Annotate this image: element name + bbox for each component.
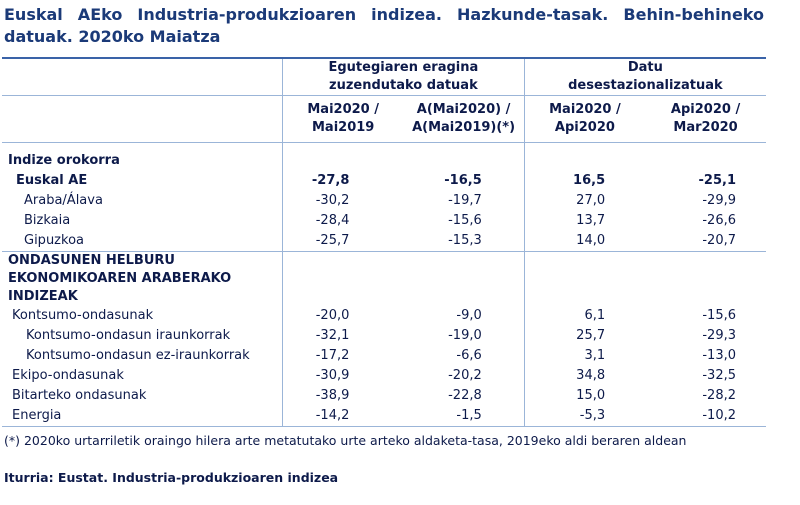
value-cell: -32,5 — [702, 368, 736, 383]
table-row: Energia -14,2 -1,5 -5,3 -10,2 — [2, 406, 766, 427]
value-cell: -26,6 — [702, 213, 736, 228]
value-cell: -10,2 — [702, 408, 736, 423]
value-cell: -1,5 — [456, 408, 482, 423]
value-cell: -30,9 — [282, 366, 404, 386]
row-label: Energia — [12, 408, 62, 423]
value-cell: -15,6 — [448, 213, 482, 228]
value-cell: 27,0 — [523, 191, 646, 211]
value-cell: 34,8 — [523, 366, 646, 386]
value-cell: 6,1 — [523, 306, 646, 326]
header-blank — [2, 58, 283, 96]
row-label: Kontsumo-ondasunak — [12, 308, 154, 323]
value-cell — [523, 142, 646, 171]
value-cell: -29,9 — [702, 193, 736, 208]
value-cell: -29,3 — [702, 328, 736, 343]
value-cell: 3,1 — [523, 346, 646, 366]
source: Iturria: Eustat. Industria-produkzioaren… — [4, 470, 339, 485]
row-label: Araba/Álava — [24, 193, 103, 208]
table-row: Indize orokorra — [2, 142, 766, 172]
table-row: Kontsumo-ondasunak -20,0 -9,0 6,1 -15,6 — [2, 306, 766, 326]
value-cell: 14,0 — [523, 231, 646, 252]
row-label: Gipuzkoa — [24, 233, 84, 248]
table-row: Ekipo-ondasunak -30,9 -20,2 34,8 -32,5 — [2, 366, 766, 386]
table-row: Bitarteko ondasunak -38,9 -22,8 15,0 -28,2 — [2, 386, 766, 406]
value-cell — [645, 251, 766, 306]
value-cell: -30,2 — [282, 191, 404, 211]
group-header: Datu desestazionalizatuak — [523, 58, 766, 96]
value-cell: -5,3 — [523, 406, 646, 427]
value-cell: -14,2 — [282, 406, 404, 427]
table-row: ONDASUNEN HELBURU EKONOMIKOAREN ARABERAK… — [2, 251, 766, 306]
value-cell: 13,7 — [523, 211, 646, 231]
table-row: Bizkaia -28,4 -15,6 13,7 -26,6 — [2, 211, 766, 231]
value-cell: -16,5 — [444, 173, 482, 188]
value-cell: -15,3 — [448, 233, 482, 248]
row-label: Kontsumo-ondasun ez-iraunkorrak — [26, 348, 250, 363]
value-cell: -20,7 — [702, 233, 736, 248]
header-blank — [2, 96, 283, 143]
value-cell — [282, 251, 404, 306]
footnote: (*) 2020ko urtarriletik oraingo hilera a… — [4, 433, 687, 448]
value-cell: -27,8 — [282, 171, 404, 191]
table-row: Kontsumo-ondasun iraunkorrak -32,1 -19,0 25… — [2, 326, 766, 346]
column-header: Mai2020 / Api2020 — [523, 95, 646, 143]
row-label: Euskal AE — [16, 173, 88, 188]
value-cell: -28,4 — [282, 211, 404, 231]
value-cell: -32,1 — [282, 326, 404, 346]
value-cell: -25,1 — [698, 173, 736, 188]
data-table: Egutegiaren eragina zuzendutako datuak D… — [2, 57, 766, 427]
column-header: Api2020 / Mar2020 — [670, 102, 741, 135]
value-cell: 15,0 — [523, 386, 646, 406]
row-label: Bitarteko ondasunak — [12, 388, 147, 403]
value-cell — [523, 251, 646, 306]
value-cell: -19,0 — [448, 328, 482, 343]
value-cell — [282, 142, 404, 171]
value-cell — [403, 143, 524, 172]
value-cell: -19,7 — [448, 193, 482, 208]
table-row: Kontsumo-ondasun ez-iraunkorrak -17,2 -6,6… — [2, 346, 766, 366]
value-cell: -22,8 — [448, 388, 482, 403]
row-label: ONDASUNEN HELBURU EKONOMIKOAREN ARABERAK… — [2, 251, 283, 306]
table-body: Indize orokorra Euskal AE -27,8 -16,5 16,5 -2… — [2, 142, 766, 427]
value-cell: 16,5 — [523, 171, 646, 191]
value-cell: -9,0 — [456, 308, 482, 323]
column-header: Mai2020 / Mai2019 — [282, 95, 404, 143]
value-cell — [645, 143, 766, 172]
group-header: Egutegiaren eragina zuzendutako datuak — [282, 58, 525, 96]
value-cell: -25,7 — [282, 231, 404, 252]
table-row: Araba/Álava -30,2 -19,7 27,0 -29,9 — [2, 191, 766, 211]
value-cell: -17,2 — [282, 346, 404, 366]
value-cell: -20,2 — [448, 368, 482, 383]
column-header: A(Mai2020) / A(Mai2019)(*) — [412, 102, 516, 135]
title: Euskal AEko Industria-produkzioaren indi… — [4, 5, 764, 46]
value-cell: -6,6 — [456, 348, 482, 363]
value-cell: -15,6 — [702, 308, 736, 323]
table-row: Euskal AE -27,8 -16,5 16,5 -25,1 — [2, 171, 766, 191]
table-row: Gipuzkoa -25,7 -15,3 14,0 -20,7 — [2, 231, 766, 252]
row-label: Ekipo-ondasunak — [12, 368, 124, 383]
row-label: Indize orokorra — [8, 153, 120, 168]
value-cell — [403, 251, 525, 306]
value-cell: -20,0 — [282, 306, 404, 326]
value-cell: -13,0 — [702, 348, 736, 363]
value-cell: -28,2 — [702, 388, 736, 403]
value-cell: -38,9 — [282, 386, 404, 406]
row-label: Kontsumo-ondasun iraunkorrak — [26, 328, 231, 343]
value-cell: 25,7 — [523, 326, 646, 346]
row-label: Bizkaia — [24, 213, 71, 228]
